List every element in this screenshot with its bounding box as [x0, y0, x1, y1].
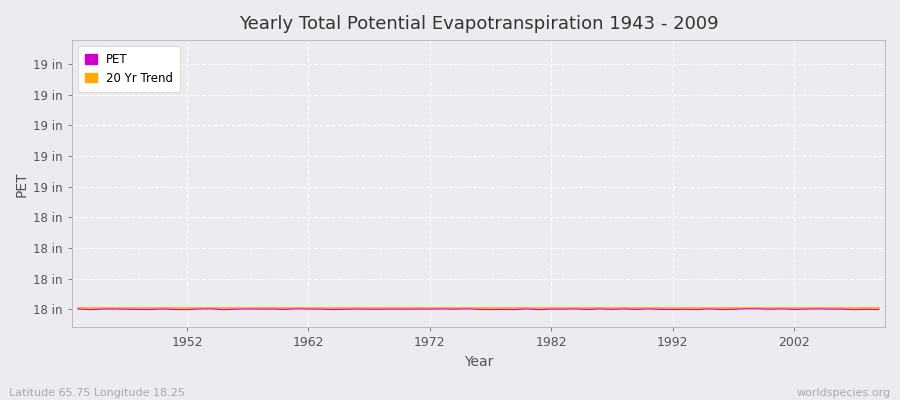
- Y-axis label: PET: PET: [15, 171, 29, 196]
- X-axis label: Year: Year: [464, 355, 493, 369]
- Text: Latitude 65.75 Longitude 18.25: Latitude 65.75 Longitude 18.25: [9, 388, 184, 398]
- Title: Yearly Total Potential Evapotranspiration 1943 - 2009: Yearly Total Potential Evapotranspiratio…: [238, 15, 718, 33]
- Legend: PET, 20 Yr Trend: PET, 20 Yr Trend: [77, 46, 180, 92]
- Text: worldspecies.org: worldspecies.org: [796, 388, 891, 398]
